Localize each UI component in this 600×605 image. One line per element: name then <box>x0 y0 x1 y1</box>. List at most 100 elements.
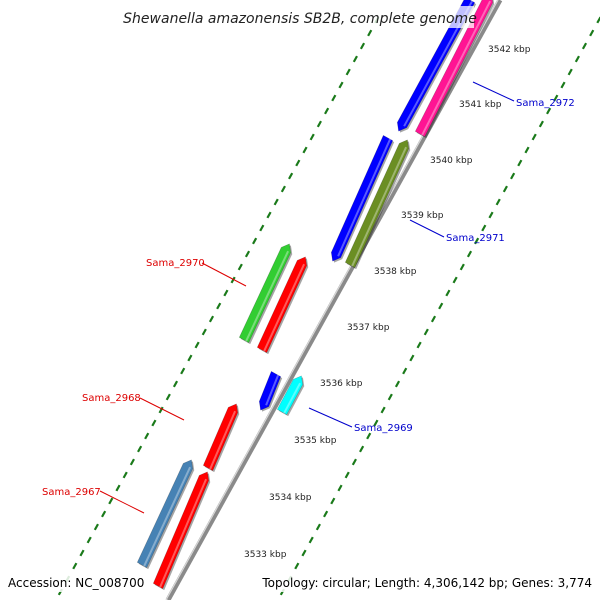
feature-sama-2969[interactable] <box>276 375 305 417</box>
feature-red-reverse-1[interactable] <box>256 256 309 355</box>
feature-sama-2972[interactable] <box>414 0 495 139</box>
tick-mark <box>122 471 128 479</box>
tick-mark <box>315 523 321 531</box>
gene-label-sama-2972[interactable]: Sama_2972 <box>516 98 575 109</box>
tick-mark <box>474 237 480 245</box>
gene-label-sama-2970[interactable]: Sama_2970 <box>146 258 205 269</box>
connector-sama-2971 <box>409 219 445 238</box>
tick-mark <box>101 510 107 518</box>
tick-mark <box>337 484 343 492</box>
feature-sama-2967[interactable] <box>136 459 195 570</box>
feature-body <box>276 375 304 416</box>
tick-mark <box>266 211 272 219</box>
tick-mark <box>380 406 386 414</box>
footer-backdrop-right <box>256 572 596 592</box>
tick-mark <box>309 133 315 141</box>
feature-sama-2971[interactable] <box>344 139 411 270</box>
kbp-label: 3542 kbp <box>488 45 531 55</box>
tick-mark <box>524 146 530 154</box>
feature-highlight <box>351 146 408 267</box>
tick-mark <box>324 107 330 115</box>
feature-blue-forward-2[interactable] <box>330 134 395 263</box>
tick-marks <box>57 16 600 596</box>
feature-highlight <box>337 138 392 257</box>
tick-mark <box>72 562 78 570</box>
tick-mark <box>308 536 314 544</box>
tick-mark <box>567 68 573 76</box>
tick-mark <box>129 458 135 466</box>
feature-sama-2968[interactable] <box>202 403 240 473</box>
tick-mark <box>259 224 265 232</box>
tick-mark <box>481 224 487 232</box>
title-backdrop <box>126 6 474 28</box>
tick-mark <box>280 185 286 193</box>
tick-mark <box>546 107 552 115</box>
tick-mark <box>367 29 373 37</box>
feature-highlight <box>143 466 192 567</box>
kbp-label: 3533 kbp <box>244 550 287 560</box>
tick-mark <box>466 250 473 258</box>
tick-mark <box>331 94 337 102</box>
kbp-label: 3536 kbp <box>320 379 363 389</box>
tick-mark <box>137 445 143 453</box>
tick-mark <box>187 354 193 362</box>
tick-mark <box>316 120 322 128</box>
tick-mark <box>158 406 164 414</box>
tick-mark <box>351 458 357 466</box>
tick-mark <box>394 380 401 388</box>
feature-highlight <box>265 374 280 406</box>
tick-mark <box>237 263 243 271</box>
tick-mark <box>531 133 537 141</box>
tick-mark <box>344 471 350 479</box>
feature-body <box>202 403 239 472</box>
tick-mark <box>302 146 308 154</box>
feature-highlight <box>159 478 208 588</box>
feature-body <box>258 370 282 411</box>
footer-backdrop-left <box>4 572 146 592</box>
gene-label-sama-2967[interactable]: Sama_2967 <box>42 487 101 498</box>
tick-mark <box>574 55 580 63</box>
connector-sama-2972 <box>472 81 515 102</box>
tick-mark <box>115 484 121 492</box>
feature-red-reverse-3[interactable] <box>152 471 211 591</box>
tick-mark <box>366 432 372 440</box>
tick-mark <box>201 328 207 336</box>
tick-mark <box>459 263 465 271</box>
tick-mark <box>288 172 294 180</box>
tick-mark <box>216 302 222 310</box>
connector-sama-2970 <box>201 262 247 287</box>
tick-mark <box>438 302 444 310</box>
tick-mark <box>387 393 393 401</box>
topology-text: Topology: circular; Length: 4,306,142 bp… <box>261 576 592 590</box>
tick-mark <box>144 432 150 440</box>
tick-mark <box>488 211 494 219</box>
tick-mark <box>273 198 279 206</box>
tick-mark <box>86 536 92 544</box>
feature-body <box>414 0 494 138</box>
tick-mark <box>294 562 300 570</box>
tick-mark <box>517 159 523 167</box>
tick-mark <box>301 549 307 557</box>
feature-highlight <box>209 410 237 470</box>
tick-mark <box>223 289 229 297</box>
gene-label-sama-2969[interactable]: Sama_2969 <box>354 423 413 434</box>
tick-mark <box>581 42 588 50</box>
gene-label-sama-2971[interactable]: Sama_2971 <box>446 233 505 244</box>
tick-mark <box>359 42 366 50</box>
tick-mark <box>345 68 351 76</box>
feature-body <box>396 0 476 132</box>
tick-mark <box>330 497 336 505</box>
tick-mark <box>93 523 99 531</box>
feature-blue-forward-3[interactable] <box>258 370 283 412</box>
tick-mark <box>151 419 157 427</box>
feature-sama-2970[interactable] <box>238 243 293 345</box>
gene-label-sama-2968[interactable]: Sama_2968 <box>82 393 141 404</box>
tick-mark <box>244 250 251 258</box>
tick-mark <box>452 276 458 284</box>
tick-mark <box>108 497 114 505</box>
kbp-label: 3538 kbp <box>374 267 417 277</box>
tick-mark <box>230 276 236 284</box>
tick-mark <box>359 445 365 453</box>
